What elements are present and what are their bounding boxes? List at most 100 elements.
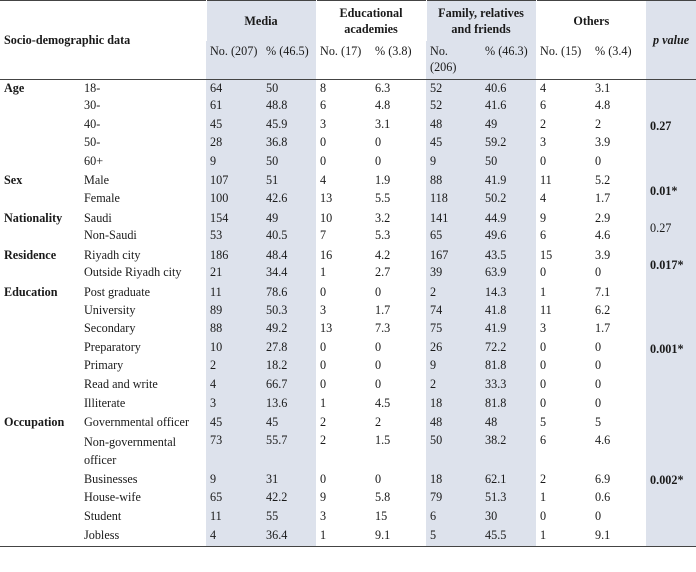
family-no-header: No. (206) <box>426 40 482 80</box>
media-no-header: No. (207) <box>206 40 262 80</box>
category-label <box>0 98 80 117</box>
count-cell: 9 <box>426 153 482 173</box>
row-label: Preparatory <box>84 339 141 354</box>
count-cell: 3 <box>540 321 547 336</box>
percent-cell: 4.8 <box>595 98 611 113</box>
percent-cell: 4.6 <box>595 228 611 243</box>
percent-cell: 2 <box>595 116 602 131</box>
row-label: 30- <box>84 98 101 113</box>
count-cell: 0 <box>320 153 327 168</box>
percent-cell: 51 <box>262 172 317 192</box>
table-row: Student 11 55 3 15 6 30 0 0 <box>0 508 696 528</box>
table-row: Businesses 9 31 0 0 18 62.1 2 6.9 <box>0 471 696 491</box>
percent-cell: 14.3 <box>481 284 537 303</box>
sociodemographic-table: Socio-demographic data Media Educational… <box>0 0 696 547</box>
table-row: 50- 28 36.8 0 0 45 59.2 3 3.9 <box>0 135 696 154</box>
table-row: Nationality Saudi 154 49 10 3.2 141 44.9 9 2.9 0.2… <box>0 209 696 247</box>
category-label: Age <box>4 81 25 95</box>
category-label <box>0 490 80 509</box>
percent-cell: 1.9 <box>375 173 391 188</box>
count-cell: 53 <box>206 228 262 247</box>
table-row: Sex Male 107 51 4 1.9 88 41.9 11 5.2 0.01* <box>0 172 696 210</box>
count-cell: 9 <box>426 358 482 377</box>
count-cell: 186 <box>206 246 262 266</box>
percent-cell: 5.5 <box>375 191 391 206</box>
percent-cell: 0 <box>375 358 382 373</box>
count-cell: 13 <box>320 321 333 336</box>
others-pct-header: % (3.4) <box>595 43 632 58</box>
percent-cell: 5.2 <box>595 173 611 188</box>
category-label <box>0 117 80 136</box>
count-cell: 0 <box>540 358 547 373</box>
percent-cell: 50 <box>481 153 537 173</box>
percent-cell: 1.7 <box>375 302 391 317</box>
table-row: 40- 45 45.9 3 3.1 48 49 2 2 <box>0 116 696 136</box>
percent-cell: 0 <box>595 395 602 410</box>
percent-cell: 55.7 <box>262 432 317 472</box>
count-cell: 64 <box>206 79 262 99</box>
percent-cell: 41.9 <box>481 321 537 340</box>
count-cell: 5 <box>540 415 547 430</box>
row-label: Student <box>84 508 122 523</box>
row-label: 18- <box>84 81 101 95</box>
percent-cell: 27.8 <box>262 339 317 359</box>
percent-cell: 9.1 <box>375 527 391 542</box>
category-label: Occupation <box>4 415 65 430</box>
table-row: Outside Riyadh city 21 34.4 1 2.7 39 63.9 0 0 <box>0 265 696 285</box>
percent-cell: 3.1 <box>375 116 391 131</box>
percent-cell: 45.9 <box>262 116 317 136</box>
percent-cell: 44.9 <box>481 209 537 229</box>
percent-cell: 0 <box>595 508 602 523</box>
category-label <box>0 433 80 472</box>
percent-cell: 1.7 <box>595 321 611 336</box>
count-cell: 167 <box>426 246 482 266</box>
percent-cell: 31 <box>262 471 317 491</box>
count-cell: 3 <box>540 135 547 150</box>
row-label: Saudi <box>84 210 112 225</box>
category-label <box>0 228 80 247</box>
count-cell: 3 <box>320 302 327 317</box>
count-cell: 75 <box>426 321 482 340</box>
percent-cell: 2.7 <box>375 265 391 280</box>
percent-cell: 40.5 <box>262 228 317 247</box>
count-cell: 45 <box>206 116 262 136</box>
percent-cell: 49.2 <box>262 321 317 340</box>
count-cell: 100 <box>206 191 262 210</box>
table-row: Read and write 4 66.7 0 0 2 33.3 0 0 <box>0 377 696 396</box>
count-cell: 118 <box>426 191 482 210</box>
table-row: Primary 2 18.2 0 0 9 81.8 0 0 <box>0 358 696 377</box>
percent-cell: 72.2 <box>481 339 537 359</box>
percent-cell: 0 <box>595 339 602 354</box>
percent-cell: 50.2 <box>481 191 537 210</box>
p-value-header: p value <box>646 0 696 80</box>
count-cell: 4 <box>320 173 327 188</box>
row-label: Male <box>84 173 110 188</box>
category-label <box>0 321 80 340</box>
count-cell: 6 <box>540 432 547 447</box>
count-cell: 2 <box>320 432 327 447</box>
percent-cell: 3.9 <box>595 135 611 150</box>
percent-cell: 36.4 <box>262 527 317 547</box>
count-cell: 9 <box>206 471 262 491</box>
category-label <box>0 303 80 322</box>
percent-cell: 1.5 <box>375 432 391 447</box>
percent-cell: 0 <box>595 265 602 280</box>
percent-cell: 3.2 <box>375 210 391 225</box>
count-cell: 88 <box>426 172 482 192</box>
percent-cell: 0 <box>375 471 382 486</box>
table-body: Age 18- 64 50 8 6.3 52 40.6 4 3.1 0.27 30- 61 48.8 6 4.… <box>0 79 696 547</box>
count-cell: 141 <box>426 209 482 229</box>
percent-cell: 2.9 <box>595 210 611 225</box>
count-cell: 4 <box>206 377 262 396</box>
row-label: Illiterate <box>84 395 126 410</box>
p-value-cell: 0.017* <box>646 246 696 285</box>
count-cell: 0 <box>320 135 327 150</box>
count-cell: 9 <box>320 490 327 505</box>
percent-cell: 9.1 <box>595 527 611 542</box>
percent-cell: 40.6 <box>481 79 537 99</box>
table-row: University 89 50.3 3 1.7 74 41.8 11 6.2 <box>0 302 696 322</box>
table-row: Preparatory 10 27.8 0 0 26 72.2 0 0 <box>0 339 696 359</box>
count-cell: 11 <box>540 173 552 188</box>
table-row: Jobless 4 36.4 1 9.1 5 45.5 1 9.1 <box>0 527 696 547</box>
percent-cell: 55 <box>262 508 317 528</box>
